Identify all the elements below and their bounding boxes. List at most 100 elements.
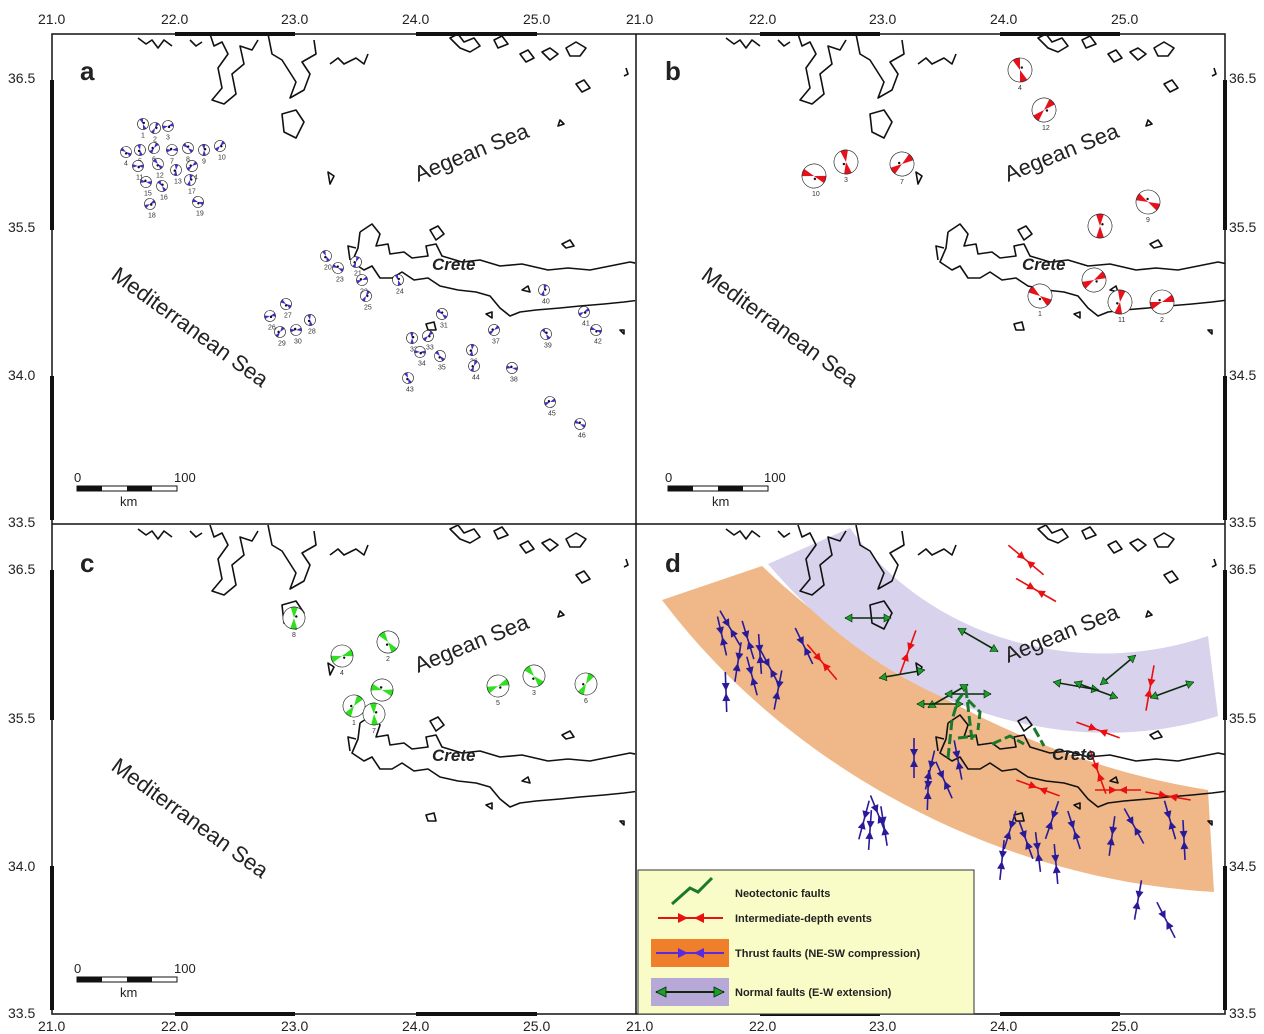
panel-a: a Aegean Sea Mediterranean Sea Crete 12 3… (74, 34, 635, 509)
scale-max-b: 100 (764, 470, 786, 485)
focal-mechanism (282, 606, 306, 630)
lon-tick-top: 24.0 (402, 11, 429, 27)
lon-tick-bottom: 25.0 (523, 1018, 550, 1034)
thrust-symbol (910, 738, 918, 778)
focal-mechanism (544, 396, 556, 408)
intermediate-symbol (1089, 750, 1107, 794)
svg-text:Normal faults (E-W extension): Normal faults (E-W extension) (735, 987, 892, 999)
compression-zone (662, 566, 1214, 892)
event-number: 20 (324, 265, 332, 272)
focal-mechanism (148, 142, 160, 154)
focal-mechanism (889, 151, 915, 177)
thrust-symbol (1067, 810, 1081, 850)
event-number: 9 (202, 159, 206, 166)
lat-tick-right: 36.5 (1229, 561, 1256, 577)
event-number: 1 (141, 133, 145, 140)
focal-mechanism (274, 326, 286, 338)
thrust-symbol (772, 670, 784, 710)
focal-mechanism (214, 140, 226, 152)
event-number: 11 (136, 175, 143, 182)
normal-symbol (944, 689, 992, 699)
focal-mechanism (578, 306, 590, 318)
normal-symbol (916, 699, 964, 709)
event-number: 44 (472, 375, 480, 382)
event-number: 7 (900, 179, 904, 186)
event-number: 31 (440, 323, 448, 330)
focal-mechanism (574, 418, 586, 430)
event-number: 26 (268, 325, 276, 332)
focal-mechanism (1149, 289, 1175, 315)
event-number: 46 (578, 433, 586, 440)
panel-d (662, 525, 1225, 939)
event-number: 16 (160, 195, 168, 202)
event-number: 33 (426, 345, 434, 352)
scale-bar-c (76, 976, 178, 983)
event-number: 1 (1038, 311, 1042, 318)
focal-mechanism (370, 678, 394, 702)
event-number: 11 (1118, 317, 1125, 324)
thrust-symbol (1123, 808, 1145, 844)
lon-tick-bottom: 23.0 (281, 1018, 308, 1034)
lat-tick-right: 33.5 (1229, 1005, 1256, 1021)
lon-tick-top: 24.0 (990, 11, 1017, 27)
map-frame (50, 32, 1227, 1016)
event-number: 29 (278, 341, 286, 348)
focal-mechanism (184, 174, 196, 186)
lat-tick-left: 36.5 (8, 561, 35, 577)
thrust-symbol (745, 656, 759, 696)
intermediate-symbol (1145, 790, 1191, 802)
event-number: 40 (542, 299, 550, 306)
event-number: 3 (166, 135, 170, 142)
focal-mechanism (362, 702, 386, 726)
legend-normal: Normal faults (E-W extension) (651, 978, 892, 1006)
lat-tick-right: 35.5 (1229, 710, 1256, 726)
focal-mechanism (198, 144, 210, 156)
crete-label-b: Crete (1022, 255, 1065, 274)
svg-text:Neotectonic faults: Neotectonic faults (735, 888, 830, 900)
focal-mechanism (1087, 213, 1113, 239)
event-number: 7 (170, 159, 174, 166)
event-number: 27 (284, 313, 292, 320)
aegean-sea-label-b: Aegean Sea (1001, 118, 1123, 187)
panel-a-letter: a (80, 56, 95, 86)
event-number: 4 (340, 670, 344, 677)
event-number: 1 (352, 720, 356, 727)
thrust-symbol (1032, 832, 1044, 872)
event-number: 9 (1146, 217, 1150, 224)
focal-mechanism (149, 122, 161, 134)
focal-mechanism (1031, 97, 1057, 123)
event-number: 32 (410, 347, 418, 354)
scale-unit-a: km (120, 494, 137, 509)
lon-tick-top: 25.0 (1111, 11, 1138, 27)
focal-mechanism (406, 332, 418, 344)
thrust-symbol (716, 616, 728, 656)
normal-symbol (878, 666, 926, 682)
normal-symbol (844, 613, 892, 623)
intermediate-symbol (1016, 779, 1060, 797)
aegean-sea-label: Aegean Sea (411, 118, 533, 187)
event-number: 2 (1160, 317, 1164, 324)
normal-symbol (1149, 680, 1195, 700)
focal-mechanism (134, 144, 146, 156)
focal-mechanism (574, 672, 598, 696)
focal-mechanism (590, 324, 602, 336)
thrust-symbol (1051, 844, 1061, 884)
mediterranean-sea-label: Mediterranean Sea (107, 262, 274, 393)
focal-mechanism (350, 256, 362, 268)
event-number: 4 (124, 161, 128, 168)
lon-tick-top: 25.0 (523, 11, 550, 27)
scale-max-c: 100 (174, 961, 196, 976)
panel-c: c Aegean Sea Mediterranean Sea Crete 8 4 2… (74, 525, 635, 1000)
event-number: 21 (354, 271, 362, 278)
focal-mechanisms-a: 1234567891011121314151617181920212223242… (120, 118, 602, 440)
focal-mechanism (434, 350, 446, 362)
lat-tick-left: 36.5 (8, 70, 35, 86)
thrust-symbol (923, 769, 933, 811)
thrust-symbol (1132, 880, 1144, 920)
thrust-symbol (719, 610, 741, 646)
event-number: 41 (582, 321, 590, 328)
thrust-symbol (741, 620, 755, 660)
event-number: 10 (812, 191, 820, 198)
event-number: 8 (292, 632, 296, 639)
event-number: 5 (496, 700, 500, 707)
